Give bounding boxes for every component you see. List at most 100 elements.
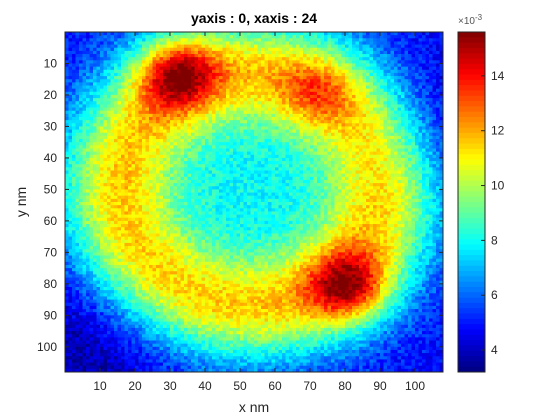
heatmap-cell: [229, 135, 234, 140]
heatmap-cell: [65, 120, 69, 124]
heatmap-cell: [317, 145, 321, 149]
heatmap-cell: [142, 94, 146, 99]
heatmap-cell: [107, 132, 111, 137]
heatmap-cell: [254, 91, 258, 96]
heatmap-cell: [404, 101, 409, 105]
heatmap-cell: [355, 50, 360, 55]
heatmap-cell: [86, 154, 90, 159]
heatmap-cell: [310, 60, 314, 64]
heatmap-cell: [271, 47, 276, 52]
heatmap-cell: [390, 72, 395, 77]
heatmap-cell: [250, 126, 255, 130]
heatmap-cell: [68, 72, 73, 77]
heatmap-cell: [233, 167, 237, 171]
heatmap-cell: [201, 157, 206, 162]
heatmap-cell: [348, 54, 353, 58]
heatmap-cell: [152, 135, 157, 140]
heatmap-cell: [215, 47, 220, 52]
heatmap-cell: [163, 145, 167, 149]
heatmap-cell: [376, 76, 381, 80]
heatmap-cell: [96, 82, 101, 86]
heatmap-cell: [296, 85, 300, 90]
heatmap-cell: [159, 104, 164, 108]
heatmap-cell: [411, 120, 416, 124]
heatmap-cell: [79, 82, 83, 86]
heatmap-cell: [422, 32, 426, 36]
heatmap-cell: [415, 157, 419, 162]
heatmap-cell: [229, 104, 234, 108]
heatmap-cell: [296, 47, 300, 52]
heatmap-cell: [163, 139, 167, 143]
heatmap-cell: [359, 54, 363, 58]
heatmap-cell: [89, 79, 94, 83]
heatmap-cell: [201, 161, 206, 165]
heatmap-cell: [261, 170, 265, 175]
heatmap-cell: [117, 104, 122, 108]
heatmap-cell: [149, 123, 153, 127]
heatmap-cell: [117, 113, 122, 118]
heatmap-cell: [324, 32, 328, 36]
heatmap-cell: [201, 85, 206, 90]
heatmap-cell: [201, 72, 206, 77]
heatmap-cell: [425, 113, 430, 118]
heatmap-cell: [103, 157, 108, 162]
heatmap-cell: [184, 60, 188, 64]
heatmap-cell: [320, 88, 325, 93]
heatmap-cell: [233, 173, 237, 178]
heatmap-cell: [89, 50, 94, 55]
heatmap-cell: [324, 173, 328, 178]
heatmap-cell: [198, 170, 202, 175]
heatmap-cell: [397, 113, 402, 118]
heatmap-cell: [422, 94, 426, 99]
heatmap-cell: [436, 94, 440, 99]
heatmap-cell: [205, 120, 209, 124]
heatmap-cell: [429, 145, 433, 149]
heatmap-cell: [425, 79, 430, 83]
heatmap-cell: [429, 107, 433, 112]
heatmap-cell: [254, 170, 258, 175]
heatmap-cell: [376, 107, 381, 112]
heatmap-cell: [205, 135, 209, 140]
heatmap-cell: [432, 132, 437, 137]
heatmap-cell: [173, 123, 178, 127]
heatmap-cell: [401, 88, 405, 93]
heatmap-cell: [191, 88, 195, 93]
heatmap-cell: [145, 132, 150, 137]
heatmap-cell: [338, 110, 342, 115]
heatmap-cell: [341, 142, 346, 146]
heatmap-cell: [250, 120, 255, 124]
heatmap-cell: [397, 101, 402, 105]
heatmap-cell: [425, 148, 430, 153]
heatmap-cell: [366, 110, 370, 115]
heatmap-cell: [166, 104, 171, 108]
heatmap-cell: [254, 88, 258, 93]
heatmap-cell: [93, 41, 97, 45]
heatmap-cell: [275, 101, 279, 105]
heatmap-cell: [278, 85, 283, 90]
heatmap-cell: [275, 110, 279, 115]
heatmap-cell: [79, 47, 83, 52]
heatmap-cell: [229, 139, 234, 143]
heatmap-cell: [156, 176, 160, 181]
heatmap-cell: [268, 107, 272, 112]
heatmap-cell: [124, 176, 129, 181]
heatmap-cell: [355, 57, 360, 61]
heatmap-cell: [338, 120, 342, 124]
heatmap-cell: [75, 148, 80, 153]
heatmap-cell: [355, 113, 360, 118]
heatmap-cell: [376, 151, 381, 156]
heatmap-cell: [163, 104, 167, 108]
heatmap-cell: [89, 164, 94, 168]
heatmap-cell: [212, 32, 216, 36]
heatmap-cell: [156, 157, 160, 162]
heatmap-cell: [439, 91, 444, 96]
heatmap-cell: [436, 63, 440, 68]
heatmap-cell: [100, 72, 104, 77]
heatmap-cell: [275, 113, 279, 118]
heatmap-cell: [156, 126, 160, 130]
heatmap-cell: [306, 44, 311, 49]
heatmap-cell: [257, 139, 262, 143]
heatmap-cell: [418, 98, 423, 102]
heatmap-cell: [352, 41, 356, 45]
heatmap-cell: [163, 47, 167, 52]
